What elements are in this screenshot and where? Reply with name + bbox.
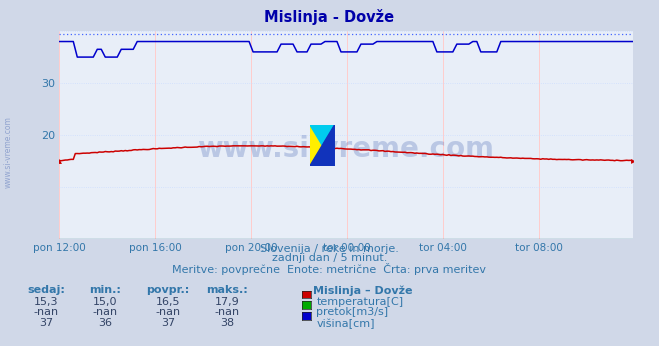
Text: www.si-vreme.com: www.si-vreme.com (4, 116, 13, 188)
Text: Mislinja - Dovže: Mislinja - Dovže (264, 9, 395, 25)
Text: povpr.:: povpr.: (146, 285, 190, 295)
Text: www.si-vreme.com: www.si-vreme.com (198, 136, 494, 163)
Text: 17,9: 17,9 (215, 297, 240, 307)
Text: -nan: -nan (34, 307, 59, 317)
Text: 15,3: 15,3 (34, 297, 59, 307)
Text: maks.:: maks.: (206, 285, 248, 295)
Text: -nan: -nan (215, 307, 240, 317)
Text: -nan: -nan (156, 307, 181, 317)
Text: 36: 36 (98, 318, 113, 328)
Text: zadnji dan / 5 minut.: zadnji dan / 5 minut. (272, 253, 387, 263)
Text: 38: 38 (220, 318, 235, 328)
Text: sedaj:: sedaj: (27, 285, 65, 295)
Text: temperatura[C]: temperatura[C] (316, 297, 403, 307)
Text: Meritve: povprečne  Enote: metrične  Črta: prva meritev: Meritve: povprečne Enote: metrične Črta:… (173, 263, 486, 275)
Text: 37: 37 (39, 318, 53, 328)
Text: 15,0: 15,0 (93, 297, 118, 307)
Text: Slovenija / reke in morje.: Slovenija / reke in morje. (260, 244, 399, 254)
Polygon shape (310, 125, 335, 166)
Polygon shape (310, 125, 335, 145)
Text: min.:: min.: (90, 285, 121, 295)
Text: 16,5: 16,5 (156, 297, 181, 307)
Polygon shape (310, 125, 322, 166)
Text: pretok[m3/s]: pretok[m3/s] (316, 307, 388, 317)
Text: višina[cm]: višina[cm] (316, 318, 375, 329)
Text: -nan: -nan (93, 307, 118, 317)
Text: Mislinja – Dovže: Mislinja – Dovže (313, 285, 413, 296)
Text: 37: 37 (161, 318, 175, 328)
